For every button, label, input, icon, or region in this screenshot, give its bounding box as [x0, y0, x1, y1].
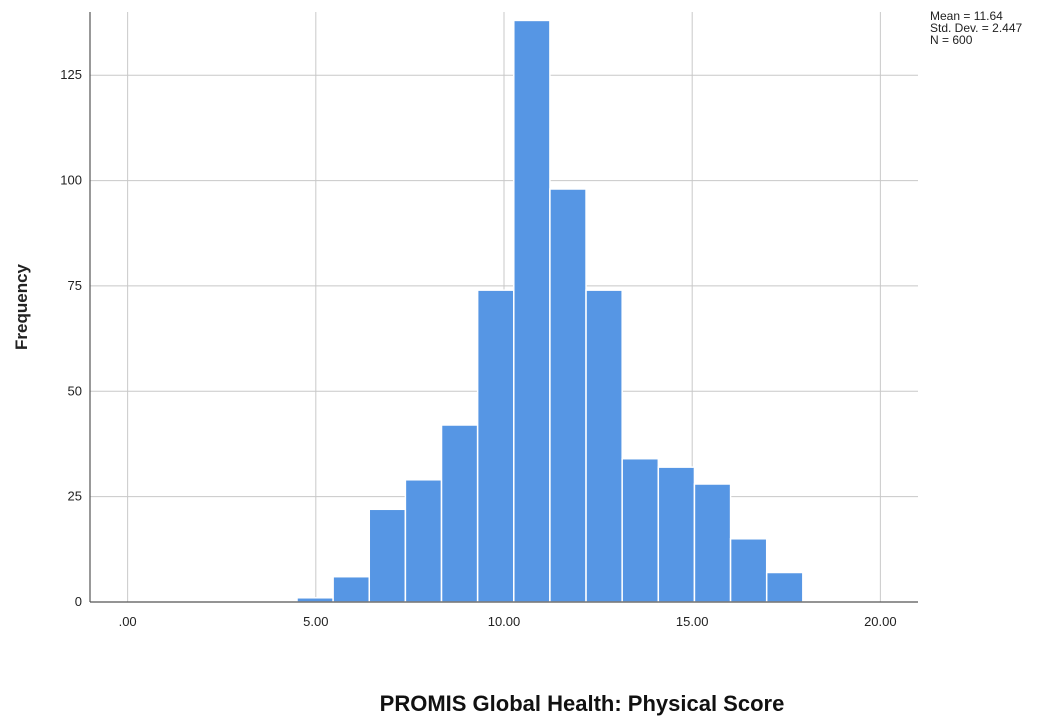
- ticks-layer: 0 25 50 75 100 125 .00 5.00 10.00 15.00 20.00: [60, 67, 896, 629]
- y-tick-label: 25: [68, 489, 82, 504]
- y-tick-label: 125: [60, 67, 82, 82]
- x-axis-label: PROMIS Global Health: Physical Score: [380, 691, 785, 716]
- histogram-bar: [765, 571, 804, 603]
- histogram-bar: [404, 479, 443, 603]
- histogram-bar: [296, 597, 334, 603]
- x-tick-label: 5.00: [303, 614, 328, 629]
- histogram-bar: [621, 457, 660, 603]
- stats-line: Std. Dev. = 2.447: [930, 21, 1022, 35]
- bars-layer: [296, 19, 804, 603]
- stats-line: N = 600: [930, 33, 973, 47]
- histogram-bar: [476, 289, 515, 603]
- histogram-bar: [368, 508, 407, 603]
- y-tick-label: 100: [60, 173, 82, 188]
- x-tick-label: .00: [119, 614, 137, 629]
- histogram-bar: [549, 188, 587, 603]
- histogram-bar: [513, 19, 551, 603]
- x-tick-label: 20.00: [864, 614, 897, 629]
- histogram-bar: [693, 483, 732, 603]
- y-tick-label: 50: [68, 383, 82, 398]
- histogram-bar: [440, 424, 479, 603]
- histogram-bar: [585, 289, 623, 603]
- stats-line: Mean = 11.64: [930, 9, 1003, 23]
- histogram-bar: [657, 466, 696, 603]
- y-tick-label: 0: [75, 594, 82, 609]
- y-axis-label: Frequency: [12, 263, 31, 350]
- y-tick-label: 75: [68, 278, 82, 293]
- histogram-bar: [729, 538, 768, 603]
- axes-layer: [89, 12, 918, 603]
- grid-layer: [90, 12, 918, 602]
- x-tick-label: 10.00: [488, 614, 521, 629]
- x-tick-label: 15.00: [676, 614, 709, 629]
- histogram-bar: [332, 575, 371, 603]
